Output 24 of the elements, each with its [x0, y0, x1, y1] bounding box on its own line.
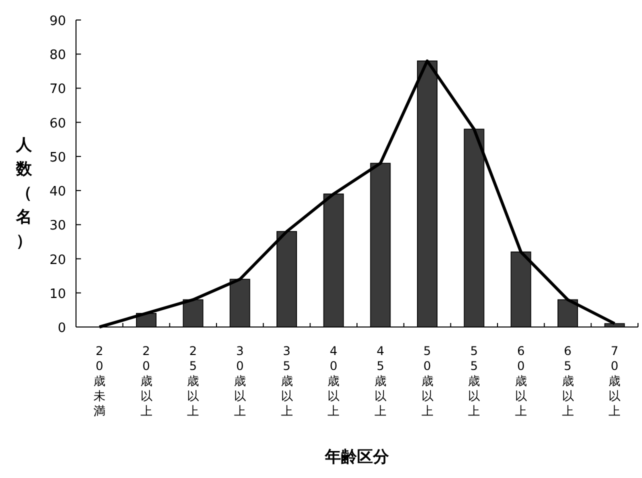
y-tick-label: 90: [49, 14, 66, 29]
x-tick-label: 70歳以上: [608, 344, 621, 418]
x-tick-label: 55歳以上: [468, 344, 480, 418]
y-axis-title: 人数（名）: [15, 135, 33, 250]
x-tick-label: 20歳以上: [140, 344, 152, 418]
y-tick-label: 40: [49, 184, 66, 200]
x-tick-label: 50歳以上: [421, 344, 434, 418]
y-tick-label: 50: [49, 150, 66, 166]
y-tick-label: 0: [58, 321, 66, 336]
x-axis-title: 年齢区分: [324, 447, 390, 466]
y-tick-label: 60: [49, 116, 66, 132]
y-tick-label: 10: [49, 286, 66, 302]
x-tick-label: 35歳以上: [280, 344, 293, 418]
x-tick-label: 45歳以上: [374, 344, 386, 418]
x-tick-label: 40歳以上: [328, 344, 340, 418]
x-tick-label: 30歳以上: [234, 344, 246, 418]
x-tick-label: 20歳未満: [93, 344, 106, 418]
x-tick-label: 60歳以上: [514, 344, 527, 418]
y-tick-label: 30: [49, 218, 66, 234]
x-tick-label: 25歳以上: [187, 344, 200, 418]
y-tick-label: 20: [49, 252, 66, 268]
y-tick-label: 80: [49, 48, 66, 64]
x-tick-label: 65歳以上: [562, 344, 574, 418]
y-tick-label: 70: [49, 82, 66, 98]
